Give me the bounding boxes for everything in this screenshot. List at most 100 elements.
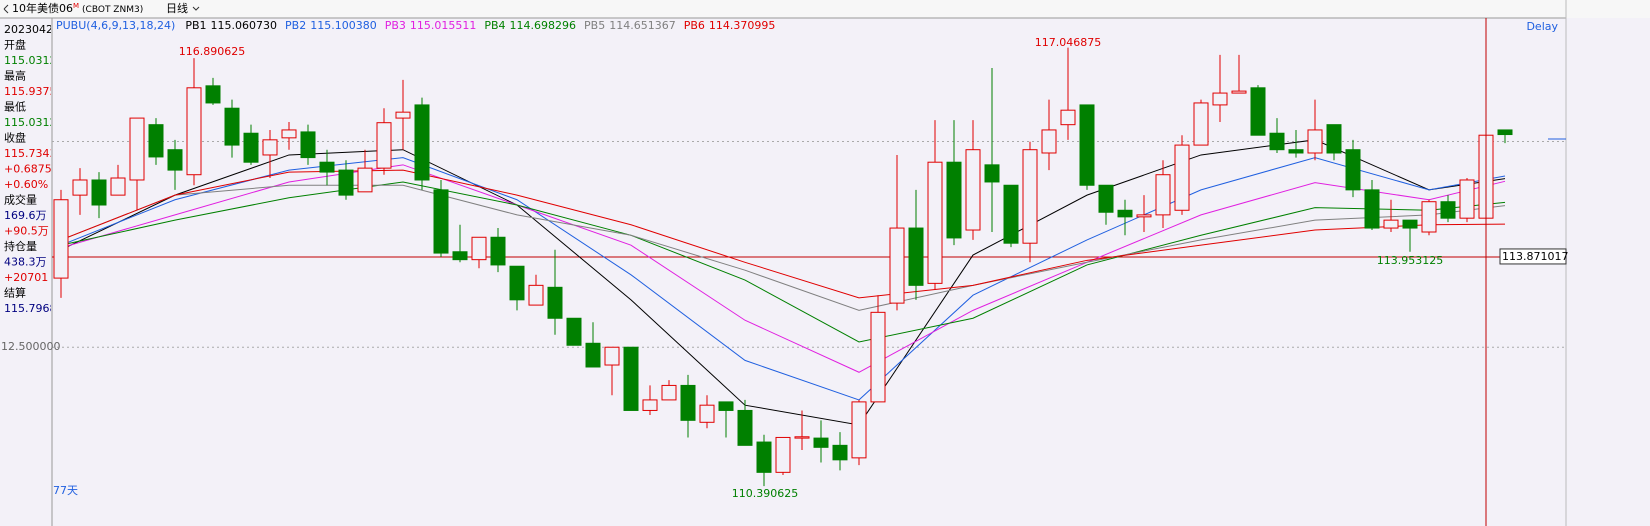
legend-value: 115.015511 xyxy=(410,19,476,32)
candle-body xyxy=(813,437,829,448)
legend: PUBU(4,6,9,13,18,24) PB1 115.060730 PB2 115.… xyxy=(56,19,775,32)
plot: 12.500000 113.871017 116.890625 117.046875 1… xyxy=(1,18,1568,526)
candle-body xyxy=(224,107,240,146)
candle-body xyxy=(53,199,69,279)
info-text: 持仓量 xyxy=(4,239,37,253)
legend-value: 114.651367 xyxy=(609,19,675,32)
ma-line xyxy=(60,157,1506,401)
candle-body xyxy=(319,161,335,173)
candle-body xyxy=(1383,219,1399,229)
legend-value: 114.698296 xyxy=(510,19,576,32)
legend-name: PB6 xyxy=(684,19,705,32)
candle-body xyxy=(414,104,430,181)
info-text: 收盘 xyxy=(4,131,26,145)
price-annotation: 113.953125 xyxy=(1377,254,1443,267)
price-annotation: 110.390625 xyxy=(732,487,798,500)
candle-body xyxy=(338,169,354,196)
period-count: 77天 xyxy=(53,484,78,497)
candle-body xyxy=(889,227,905,304)
candle-body xyxy=(528,284,544,306)
period-selector[interactable]: 日线 xyxy=(166,1,188,15)
candle-body xyxy=(1364,189,1380,229)
info-text: 438.3万 xyxy=(4,256,47,269)
candle-body xyxy=(1497,129,1513,136)
candle-body xyxy=(1288,149,1304,154)
candle-body xyxy=(1136,214,1152,218)
info-text: +0.60% xyxy=(4,178,48,191)
candle-body xyxy=(1459,179,1475,219)
candle-body xyxy=(642,399,658,411)
legend-name: PB2 xyxy=(285,19,306,32)
candle-body xyxy=(794,436,810,439)
candle-body xyxy=(851,401,867,459)
candle-body xyxy=(1307,129,1323,154)
candle-body xyxy=(547,286,563,319)
info-text: 开盘 xyxy=(4,38,26,52)
ma-line xyxy=(60,139,1506,426)
candle-body xyxy=(262,139,278,156)
candle-body xyxy=(1193,102,1209,146)
delay-label: Delay xyxy=(1526,20,1558,33)
price-annotation: 116.890625 xyxy=(179,45,245,58)
candle-body xyxy=(243,132,259,163)
candle-body xyxy=(1022,149,1038,244)
candle-body xyxy=(1440,201,1456,219)
info-text: 115.0312 xyxy=(4,54,57,67)
legend-title: PUBU(4,6,9,13,18,24) xyxy=(56,19,175,32)
legend-value: 115.100380 xyxy=(310,19,376,32)
info-text: 115.0312 xyxy=(4,116,57,129)
candle-body xyxy=(129,117,145,181)
title-text: 10年美债06 xyxy=(12,1,73,15)
info-text: 成交量 xyxy=(4,193,37,207)
info-text: 115.7968 xyxy=(4,302,57,315)
candle-body xyxy=(775,436,791,473)
info-text: 结算 xyxy=(4,286,26,300)
price-annotation: 117.046875 xyxy=(1035,36,1101,49)
instrument-title[interactable]: 10年美债06M (CBOT ZNM3) xyxy=(12,1,143,15)
candle-body xyxy=(927,161,943,284)
candle-body xyxy=(1003,184,1019,244)
legend-name: PB1 xyxy=(185,19,206,32)
candle-body xyxy=(1212,92,1228,106)
candle-body xyxy=(566,317,582,346)
candle-body xyxy=(1421,201,1437,233)
candle-body xyxy=(908,227,924,286)
candle-body xyxy=(91,179,107,206)
candle-body xyxy=(148,124,164,158)
candle-body xyxy=(1041,129,1057,154)
candle-body xyxy=(604,346,620,366)
legend-name: PB4 xyxy=(484,19,505,32)
legend-value: 114.370995 xyxy=(709,19,775,32)
candle-body xyxy=(1231,90,1247,94)
candle-body xyxy=(205,85,221,104)
info-text: +20701 xyxy=(4,271,48,284)
symbol: (CBOT ZNM3) xyxy=(82,5,143,15)
legend-name: PB3 xyxy=(385,19,406,32)
candle-body xyxy=(281,129,297,139)
info-text: 169.6万 xyxy=(4,209,47,222)
last-price-label: 113.871017 xyxy=(1502,250,1568,263)
info-panel: 20230425 开盘 115.0312 最高 115.9375 最低 115.0312 收盘… xyxy=(4,23,57,315)
y-tick-label: 12.500000 xyxy=(1,340,61,353)
candle-body xyxy=(1079,104,1095,186)
ma-line xyxy=(60,184,1506,311)
candle-body xyxy=(1345,149,1361,191)
info-text: 最低 xyxy=(4,101,26,114)
candle-body xyxy=(452,251,468,261)
candle-body xyxy=(737,409,753,446)
candle-body xyxy=(1155,174,1171,216)
candle-body xyxy=(490,236,506,266)
candle-body xyxy=(718,401,734,411)
ma-line xyxy=(60,181,1506,343)
legend-value: 115.060730 xyxy=(211,19,277,32)
dropdown-icon[interactable] xyxy=(192,6,200,11)
candle-body xyxy=(1250,87,1266,136)
candle-body xyxy=(167,149,183,171)
candle-body xyxy=(1098,184,1114,213)
candle-body xyxy=(1402,219,1418,229)
candle-body xyxy=(623,346,639,411)
back-icon[interactable] xyxy=(3,4,9,14)
candle-body xyxy=(357,167,373,193)
